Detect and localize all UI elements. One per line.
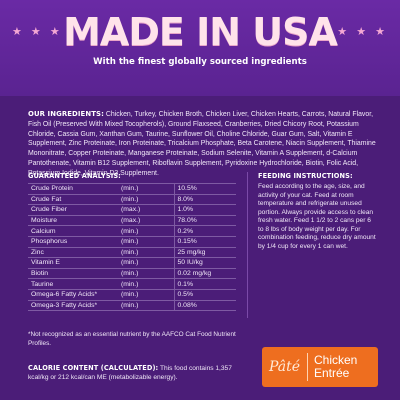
table-row: Crude Fat (min.) 8.0%	[28, 194, 236, 206]
nutrient-name: Phosphorus	[28, 236, 118, 248]
nutrient-value: 0.5%	[174, 289, 236, 301]
nutrient-value: 1.0%	[174, 204, 236, 216]
badge-style: Pâté	[268, 359, 301, 375]
star-icon-group-left: ★ ★ ★	[12, 26, 63, 38]
feeding-title: FEEDING INSTRUCTIONS:	[258, 172, 353, 180]
table-row: Vitamin E (min.) 50 IU/kg	[28, 257, 236, 269]
nutrient-name: Crude Fiber	[28, 204, 118, 216]
headline: MADE IN USA	[63, 10, 338, 54]
aafco-footnote: *Not recognized as an essential nutrient…	[28, 331, 236, 347]
ingredients-title: OUR INGREDIENTS:	[28, 110, 104, 118]
feeding-instructions-panel: FEEDING INSTRUCTIONS: Feed according to …	[258, 172, 376, 251]
nutrient-qualifier: (min.)	[118, 236, 175, 248]
table-row: Moisture (max.) 78.0%	[28, 215, 236, 227]
ingredients-text: Chicken, Turkey, Chicken Broth, Chicken …	[28, 111, 376, 177]
table-row: Omega-3 Fatty Acids* (min.) 0.08%	[28, 300, 236, 312]
subheadline: With the finest globally sourced ingredi…	[93, 57, 307, 67]
badge-flavor-line1: Chicken	[314, 353, 358, 367]
nutrient-name: Zinc	[28, 247, 118, 259]
flavor-badge: Pâté Chicken Entrée	[262, 347, 378, 387]
nutrient-name: Moisture	[28, 215, 118, 227]
badge-flavor: Chicken Entrée	[308, 354, 357, 380]
nutrient-value: 78.0%	[174, 215, 236, 227]
nutrient-qualifier: (max.)	[118, 204, 175, 216]
nutrient-value: 0.15%	[174, 236, 236, 248]
calorie-text: This food contains 1,357 kcal/kg or 212 …	[28, 365, 232, 381]
calorie-content: CALORIE CONTENT (CALCULATED): This food …	[28, 364, 248, 383]
badge-flavor-line2: Entrée	[314, 366, 350, 380]
nutrient-name: Calcium	[28, 225, 118, 237]
nutrient-name: Omega-3 Fatty Acids*	[28, 300, 118, 312]
analysis-title: GUARANTEED ANALYSIS:	[28, 172, 121, 180]
table-row: Crude Fiber (max.) 1.0%	[28, 204, 236, 216]
nutrient-value: 8.0%	[174, 194, 236, 206]
nutrient-value: 50 IU/kg	[174, 257, 236, 269]
badge-divider	[307, 353, 308, 381]
nutrient-qualifier: (min.)	[118, 183, 175, 195]
nutrient-qualifier: (min.)	[118, 257, 175, 269]
nutrient-qualifier: (min.)	[118, 268, 175, 280]
nutrient-value: 0.2%	[174, 225, 236, 237]
guaranteed-analysis-panel: GUARANTEED ANALYSIS: Crude Protein (min.)…	[28, 172, 236, 312]
nutrient-name: Taurine	[28, 278, 118, 290]
ingredients-panel: OUR INGREDIENTS: Chicken, Turkey, Chicke…	[28, 110, 376, 179]
nutrient-qualifier: (min.)	[118, 278, 175, 290]
table-row: Phosphorus (min.) 0.15%	[28, 236, 236, 248]
feeding-text: Feed according to the age, size, and act…	[258, 183, 376, 250]
table-row: Taurine (min.) 0.1%	[28, 278, 236, 290]
star-icon-group-right: ★ ★ ★	[337, 26, 388, 38]
table-row: Crude Protein (min.) 10.5%	[28, 183, 236, 195]
nutrient-name: Crude Fat	[28, 194, 118, 206]
nutrient-name: Vitamin E	[28, 257, 118, 269]
table-row: Omega-6 Fatty Acids* (min.) 0.5%	[28, 289, 236, 301]
nutrient-value: 0.1%	[174, 278, 236, 290]
nutrient-name: Biotin	[28, 268, 118, 280]
nutrient-qualifier: (min.)	[118, 289, 175, 301]
nutrient-name: Crude Protein	[28, 183, 118, 195]
nutrient-name: Omega-6 Fatty Acids*	[28, 289, 118, 301]
nutrient-qualifier: (min.)	[118, 300, 175, 312]
header-banner: ★ ★ ★ MADE IN USA ★ ★ ★ With the finest …	[0, 0, 400, 96]
nutrient-value: 10.5%	[174, 183, 236, 195]
nutrient-value: 0.08%	[174, 300, 236, 312]
nutrient-value: 25 mg/kg	[174, 247, 236, 259]
column-divider	[247, 172, 248, 318]
calorie-title: CALORIE CONTENT (CALCULATED):	[28, 364, 159, 372]
table-row: Calcium (min.) 0.2%	[28, 225, 236, 237]
nutrient-qualifier: (max.)	[118, 215, 175, 227]
table-row: Zinc (min.) 25 mg/kg	[28, 247, 236, 259]
nutrient-qualifier: (min.)	[118, 247, 175, 259]
nutrient-qualifier: (min.)	[118, 194, 175, 206]
nutrient-value: 0.02 mg/kg	[174, 268, 236, 280]
analysis-table: Crude Protein (min.) 10.5% Crude Fat (min.) 8…	[28, 183, 236, 312]
nutrient-qualifier: (min.)	[118, 225, 175, 237]
table-row: Biotin (min.) 0.02 mg/kg	[28, 268, 236, 280]
